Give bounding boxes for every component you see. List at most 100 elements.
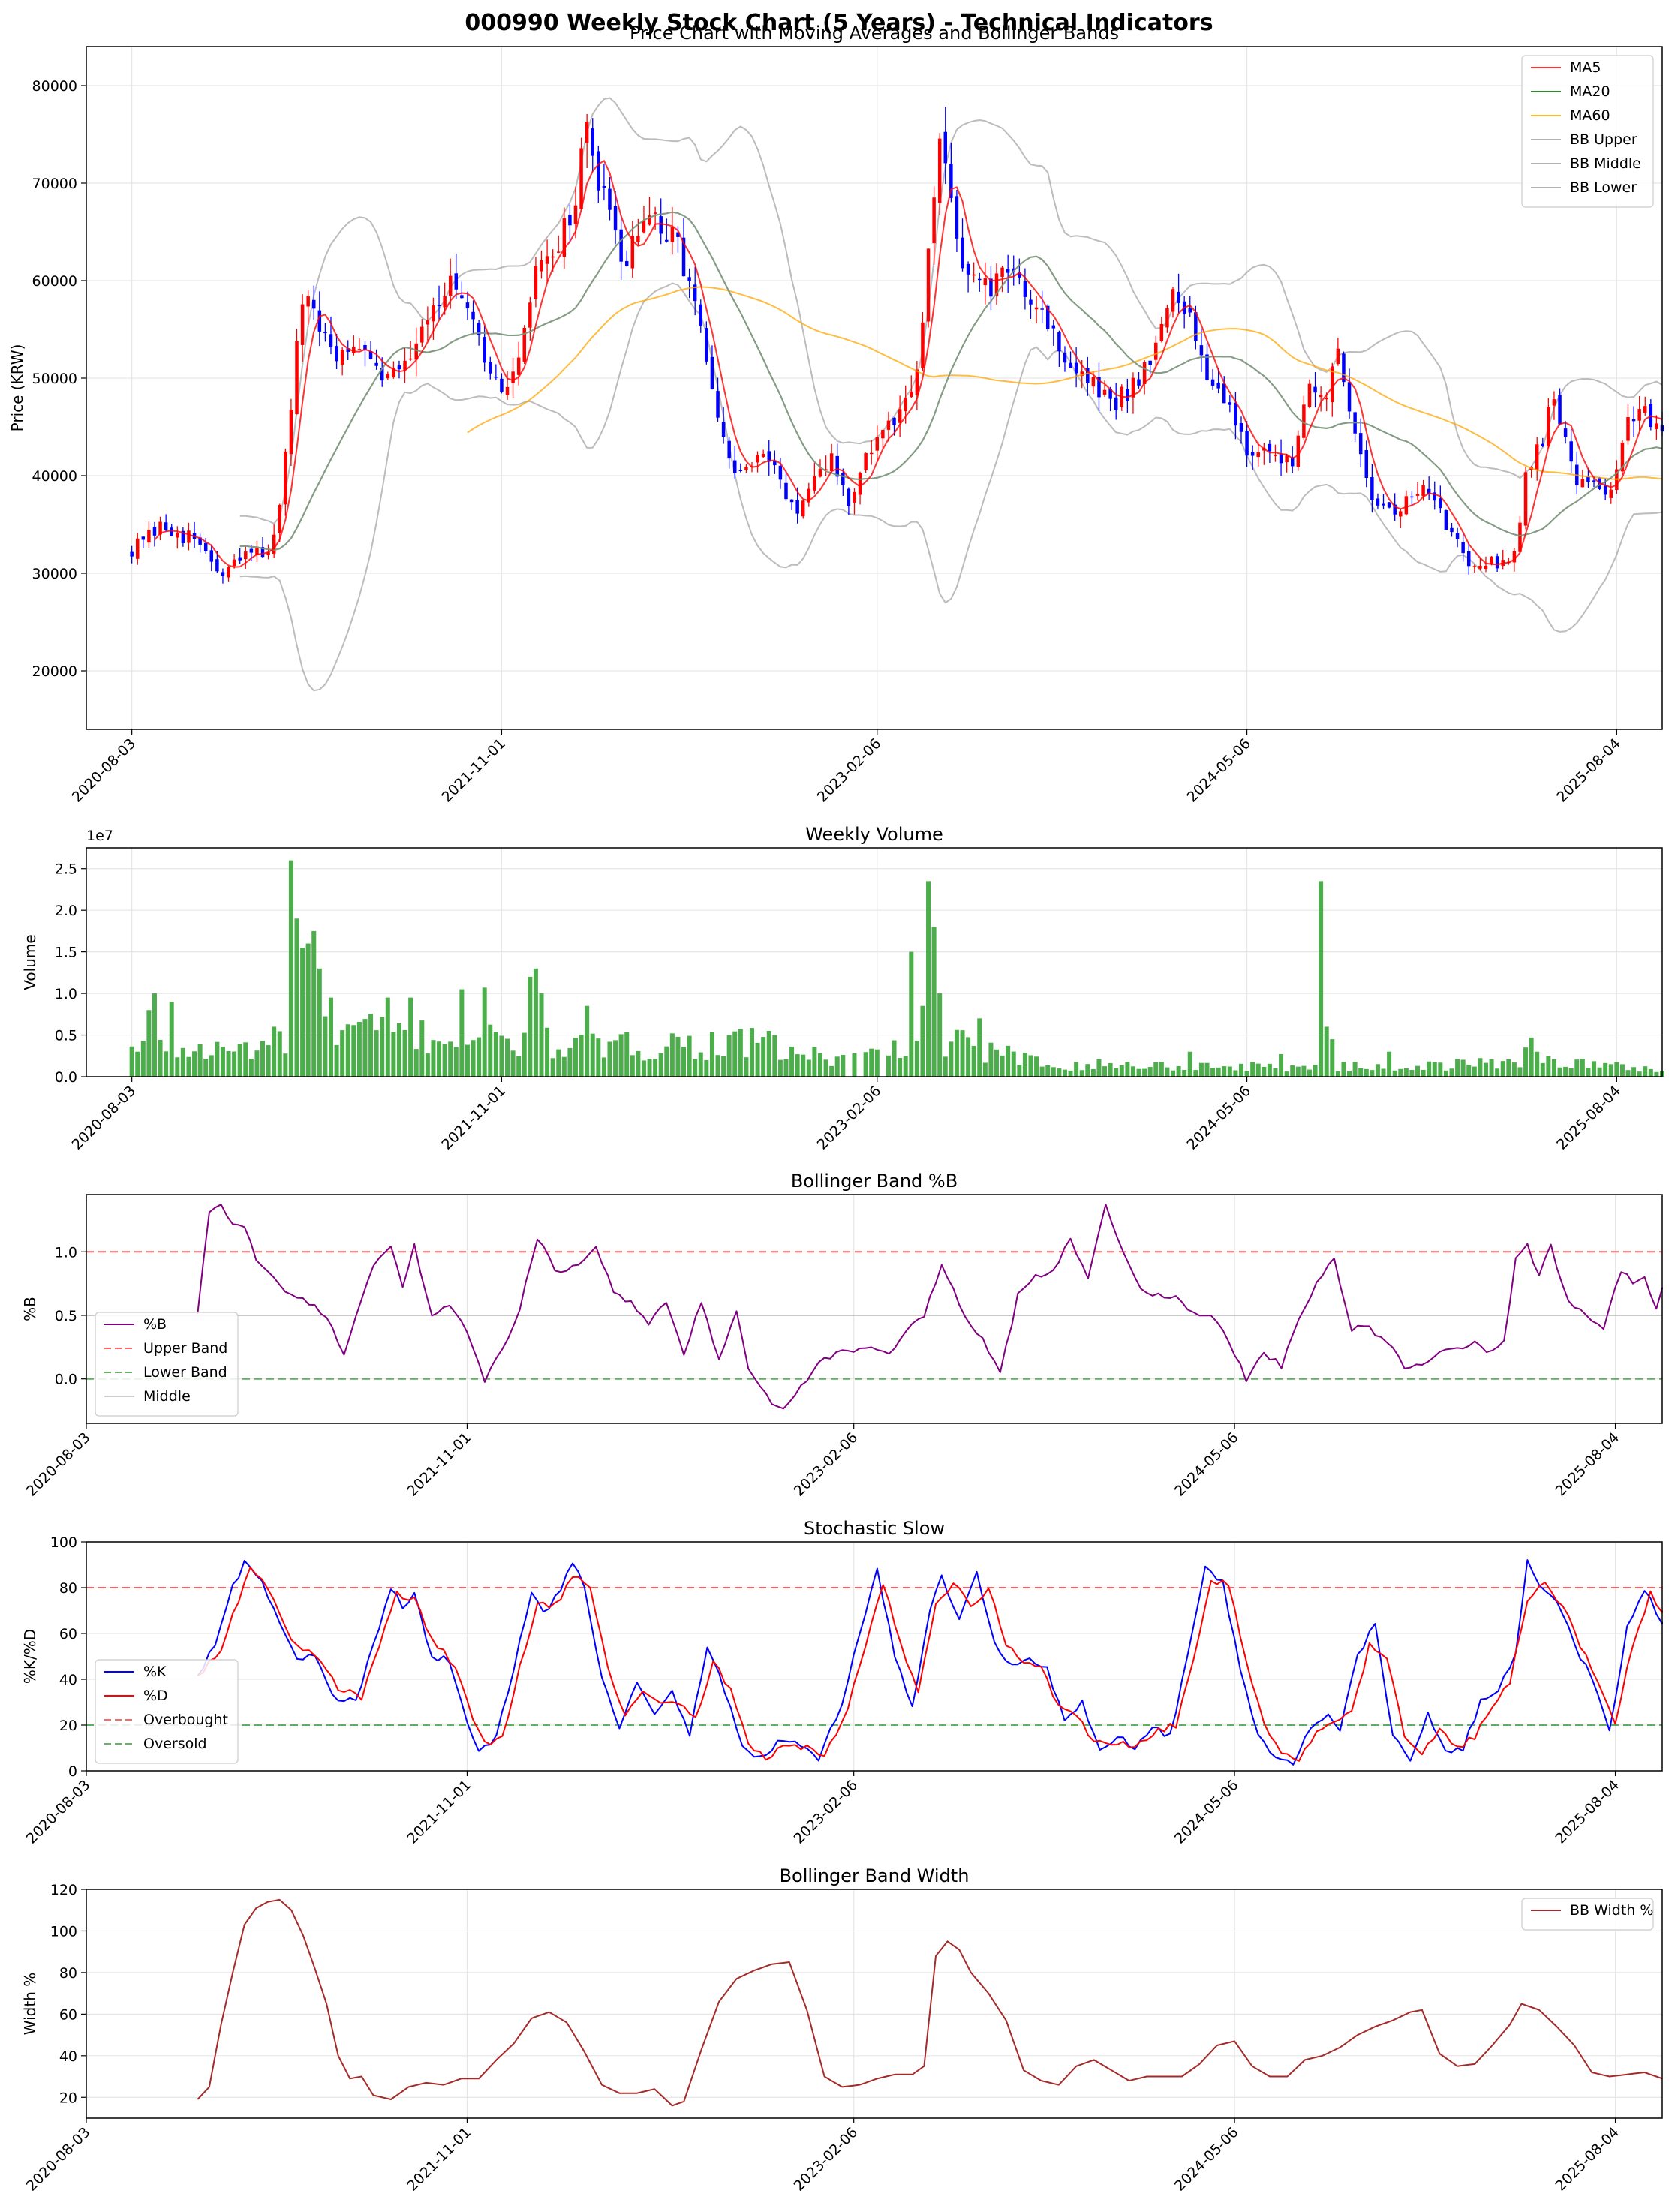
price-frame: [86, 46, 1663, 730]
candle-body: [1535, 444, 1539, 470]
candle-body: [841, 473, 845, 485]
stoch-ylabel: %K/%D: [21, 1629, 39, 1684]
volume-bar: [1535, 1051, 1540, 1077]
volume-bar: [505, 1038, 510, 1077]
price-ytick-label: 30000: [32, 566, 77, 582]
volume-bar: [1597, 1067, 1602, 1077]
bbw-ytick-label: 20: [59, 2090, 77, 2106]
volume-bar: [1006, 1045, 1011, 1077]
volume-bar: [1563, 1066, 1568, 1077]
volume-bar: [533, 968, 538, 1077]
volume-bar: [1090, 1069, 1096, 1077]
candle-body: [1433, 492, 1437, 501]
volume-bar: [1506, 1059, 1511, 1077]
volume-bar: [892, 1040, 897, 1077]
candle-body: [545, 256, 549, 264]
volume-bar: [493, 1032, 498, 1077]
volume-bar: [1546, 1056, 1551, 1077]
candle-body: [1222, 383, 1226, 404]
candle-body: [562, 218, 567, 257]
volume-bar: [146, 1010, 152, 1077]
price-legend-label: BB Lower: [1570, 179, 1637, 196]
volume-bar: [1421, 1069, 1426, 1077]
volume-bar: [755, 1042, 760, 1077]
volume-xtick-label: 2023-02-06: [814, 1083, 885, 1153]
candle-body: [910, 391, 913, 398]
candle-body: [483, 337, 486, 363]
candle-body: [1461, 542, 1465, 554]
volume-bar: [522, 1032, 527, 1077]
volume-bar: [1319, 881, 1324, 1077]
volume-bar: [1529, 1037, 1534, 1077]
volume-bar: [1079, 1070, 1084, 1077]
candle-body: [813, 476, 816, 491]
candle-body: [1069, 362, 1072, 368]
pctb-legend-label: %B: [143, 1316, 167, 1333]
volume-bar: [1654, 1071, 1659, 1077]
volume-bar: [715, 1055, 720, 1077]
candle-body: [1439, 498, 1442, 509]
candle-body: [1057, 332, 1061, 352]
volume-bar: [1370, 1070, 1375, 1077]
candle-body: [1256, 452, 1260, 458]
bbw-legend: BB Width %: [1521, 1898, 1654, 1931]
candle-body: [955, 196, 959, 239]
pctb-frame: [86, 1194, 1663, 1424]
price-legend-label: BB Middle: [1570, 155, 1641, 172]
volume-bar: [1198, 1062, 1204, 1077]
volume-bar: [994, 1049, 999, 1077]
candle-body: [727, 440, 731, 459]
volume-bar: [647, 1059, 652, 1077]
volume-bar: [1279, 1054, 1284, 1077]
candle-body: [426, 320, 430, 325]
candle-body: [158, 521, 162, 535]
candle-body: [329, 334, 333, 347]
volume-bar: [1273, 1068, 1278, 1077]
volume-bar: [237, 1044, 242, 1077]
volume-bar: [425, 1053, 430, 1077]
candle-body: [824, 469, 828, 470]
candle-body: [619, 229, 623, 262]
volume-bar: [687, 1035, 692, 1077]
price-ytick-label: 80000: [32, 78, 77, 95]
volume-bar: [1495, 1068, 1500, 1077]
pctb-legend-label: Lower Band: [143, 1364, 227, 1381]
volume-bar: [766, 1031, 771, 1077]
candle-body: [317, 310, 322, 332]
candle-body: [1131, 377, 1135, 398]
volume-bar: [988, 1042, 994, 1077]
candle-body: [551, 256, 555, 258]
volume-bar: [288, 860, 293, 1077]
candle-body: [699, 304, 703, 326]
stoch-ytick-label: 40: [59, 1672, 77, 1688]
candle-body: [1466, 551, 1471, 567]
candle-body: [636, 236, 640, 242]
bbw-plot: [197, 1898, 1663, 2107]
volume-bar: [420, 1020, 425, 1077]
candle-body: [249, 548, 254, 553]
volume-bar: [283, 1053, 288, 1077]
candle-body: [1302, 404, 1306, 438]
volume-bar: [1443, 1070, 1448, 1077]
candle-body: [260, 547, 265, 558]
volume-bar: [795, 1054, 800, 1077]
candle-body: [881, 430, 885, 439]
candle-body: [778, 465, 783, 480]
candle-body: [1274, 455, 1277, 456]
volume-bar: [920, 1005, 925, 1077]
pctb-xtick-label: 2024-05-06: [1171, 1429, 1242, 1500]
stoch-xtick-label: 2020-08-03: [23, 1777, 94, 1847]
candle-body: [170, 527, 173, 536]
candle-body: [374, 362, 378, 366]
candle-body: [1205, 354, 1209, 380]
stoch-legend-label: Oversold: [143, 1736, 207, 1752]
candle-body: [1547, 407, 1550, 447]
stoch-xtick-label: 2021-11-01: [404, 1777, 474, 1847]
volume-bar: [482, 987, 487, 1077]
stoch-ytick-label: 60: [59, 1626, 77, 1642]
bbw-xtick-label: 2021-11-01: [404, 2124, 474, 2195]
candle-body: [443, 296, 447, 308]
candle-body: [203, 542, 208, 551]
volume-bar: [1631, 1067, 1637, 1077]
